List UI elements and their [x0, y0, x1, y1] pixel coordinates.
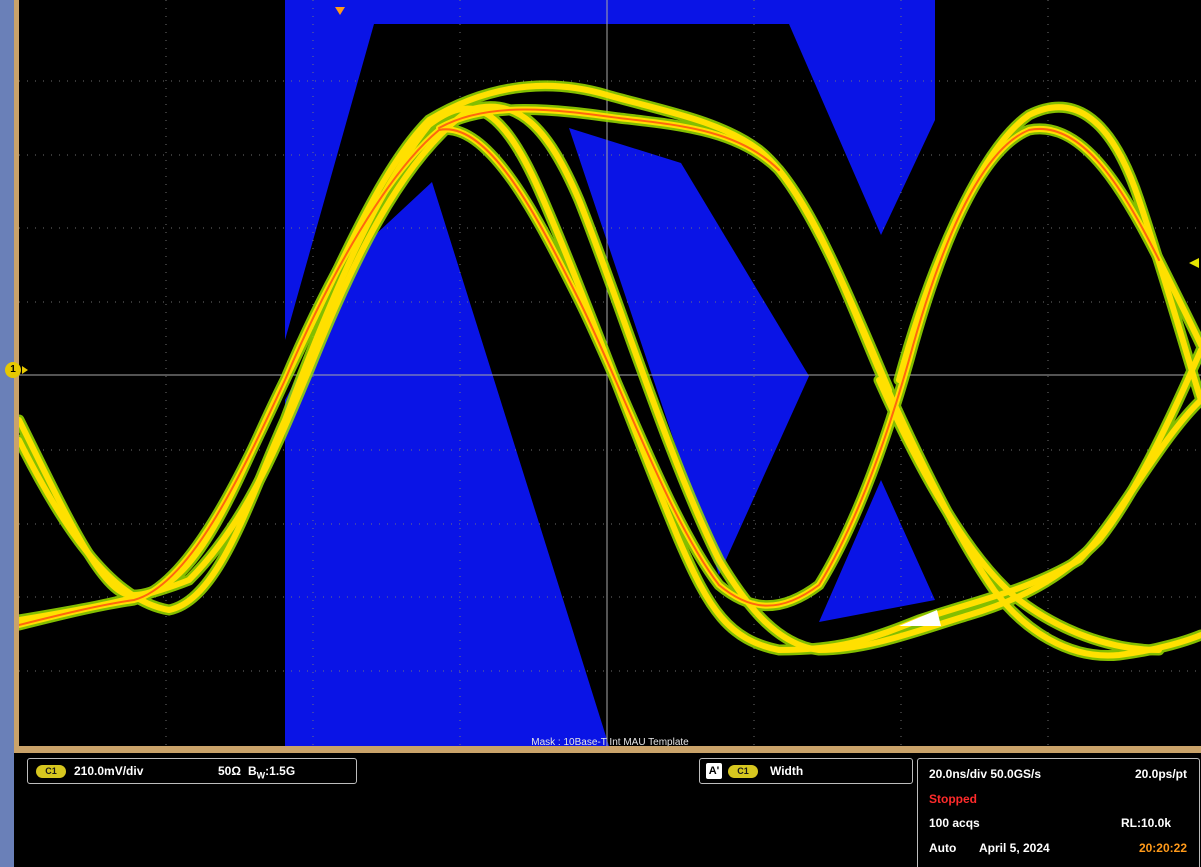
time: 20:20:22	[1138, 841, 1187, 855]
channel-1-badge: C1	[36, 765, 66, 778]
channel-1-ground-marker[interactable]: 1	[5, 362, 21, 378]
record-length: RL:10.0k	[1120, 816, 1171, 830]
bandwidth-limit: BW:1.5G	[248, 764, 296, 781]
eye-diagram-traces	[19, 80, 1201, 662]
trigger-mode: Auto	[929, 841, 957, 855]
timebase-acquisition-panel[interactable]: 20.0ns/div 50.0GS/s 20.0ps/pt Stopped 10…	[917, 758, 1200, 867]
channel-1-settings[interactable]: C1 210.0mV/div 50Ω BW:1.5G	[27, 758, 357, 784]
time-resolution: 20.0ps/pt	[1134, 767, 1187, 781]
acquisition-state: Stopped	[929, 792, 977, 806]
trigger-level-marker	[1189, 258, 1199, 268]
trigger-position-marker	[335, 7, 345, 15]
date: April 5, 2024	[979, 841, 1050, 855]
measurement-name: Width	[770, 764, 804, 778]
horizontal-scale: 20.0ns/div 50.0GS/s	[929, 767, 1042, 781]
reference-a-badge: A'	[706, 763, 722, 779]
status-panel: C1 210.0mV/div 50Ω BW:1.5G A' C1 Width 2…	[14, 753, 1201, 867]
channel-1-ground-label: 1	[10, 364, 16, 375]
mask-label: Mask : 10Base-T Int MAU Template	[531, 737, 689, 748]
display-bottom-frame	[14, 746, 1201, 753]
acquisition-count: 100 acqs	[929, 816, 980, 830]
waveform-display[interactable]: Mask : 10Base-T Int MAU Template	[19, 0, 1201, 748]
input-impedance: 50Ω	[218, 764, 241, 778]
left-frame-bar	[0, 0, 14, 867]
measurement-source-badge: C1	[728, 765, 758, 778]
measurement-readout[interactable]: A' C1 Width	[699, 758, 913, 784]
vertical-scale: 210.0mV/div	[74, 764, 144, 778]
channel-1-ground-arrow-icon	[22, 366, 28, 374]
mask-violation	[899, 610, 941, 626]
